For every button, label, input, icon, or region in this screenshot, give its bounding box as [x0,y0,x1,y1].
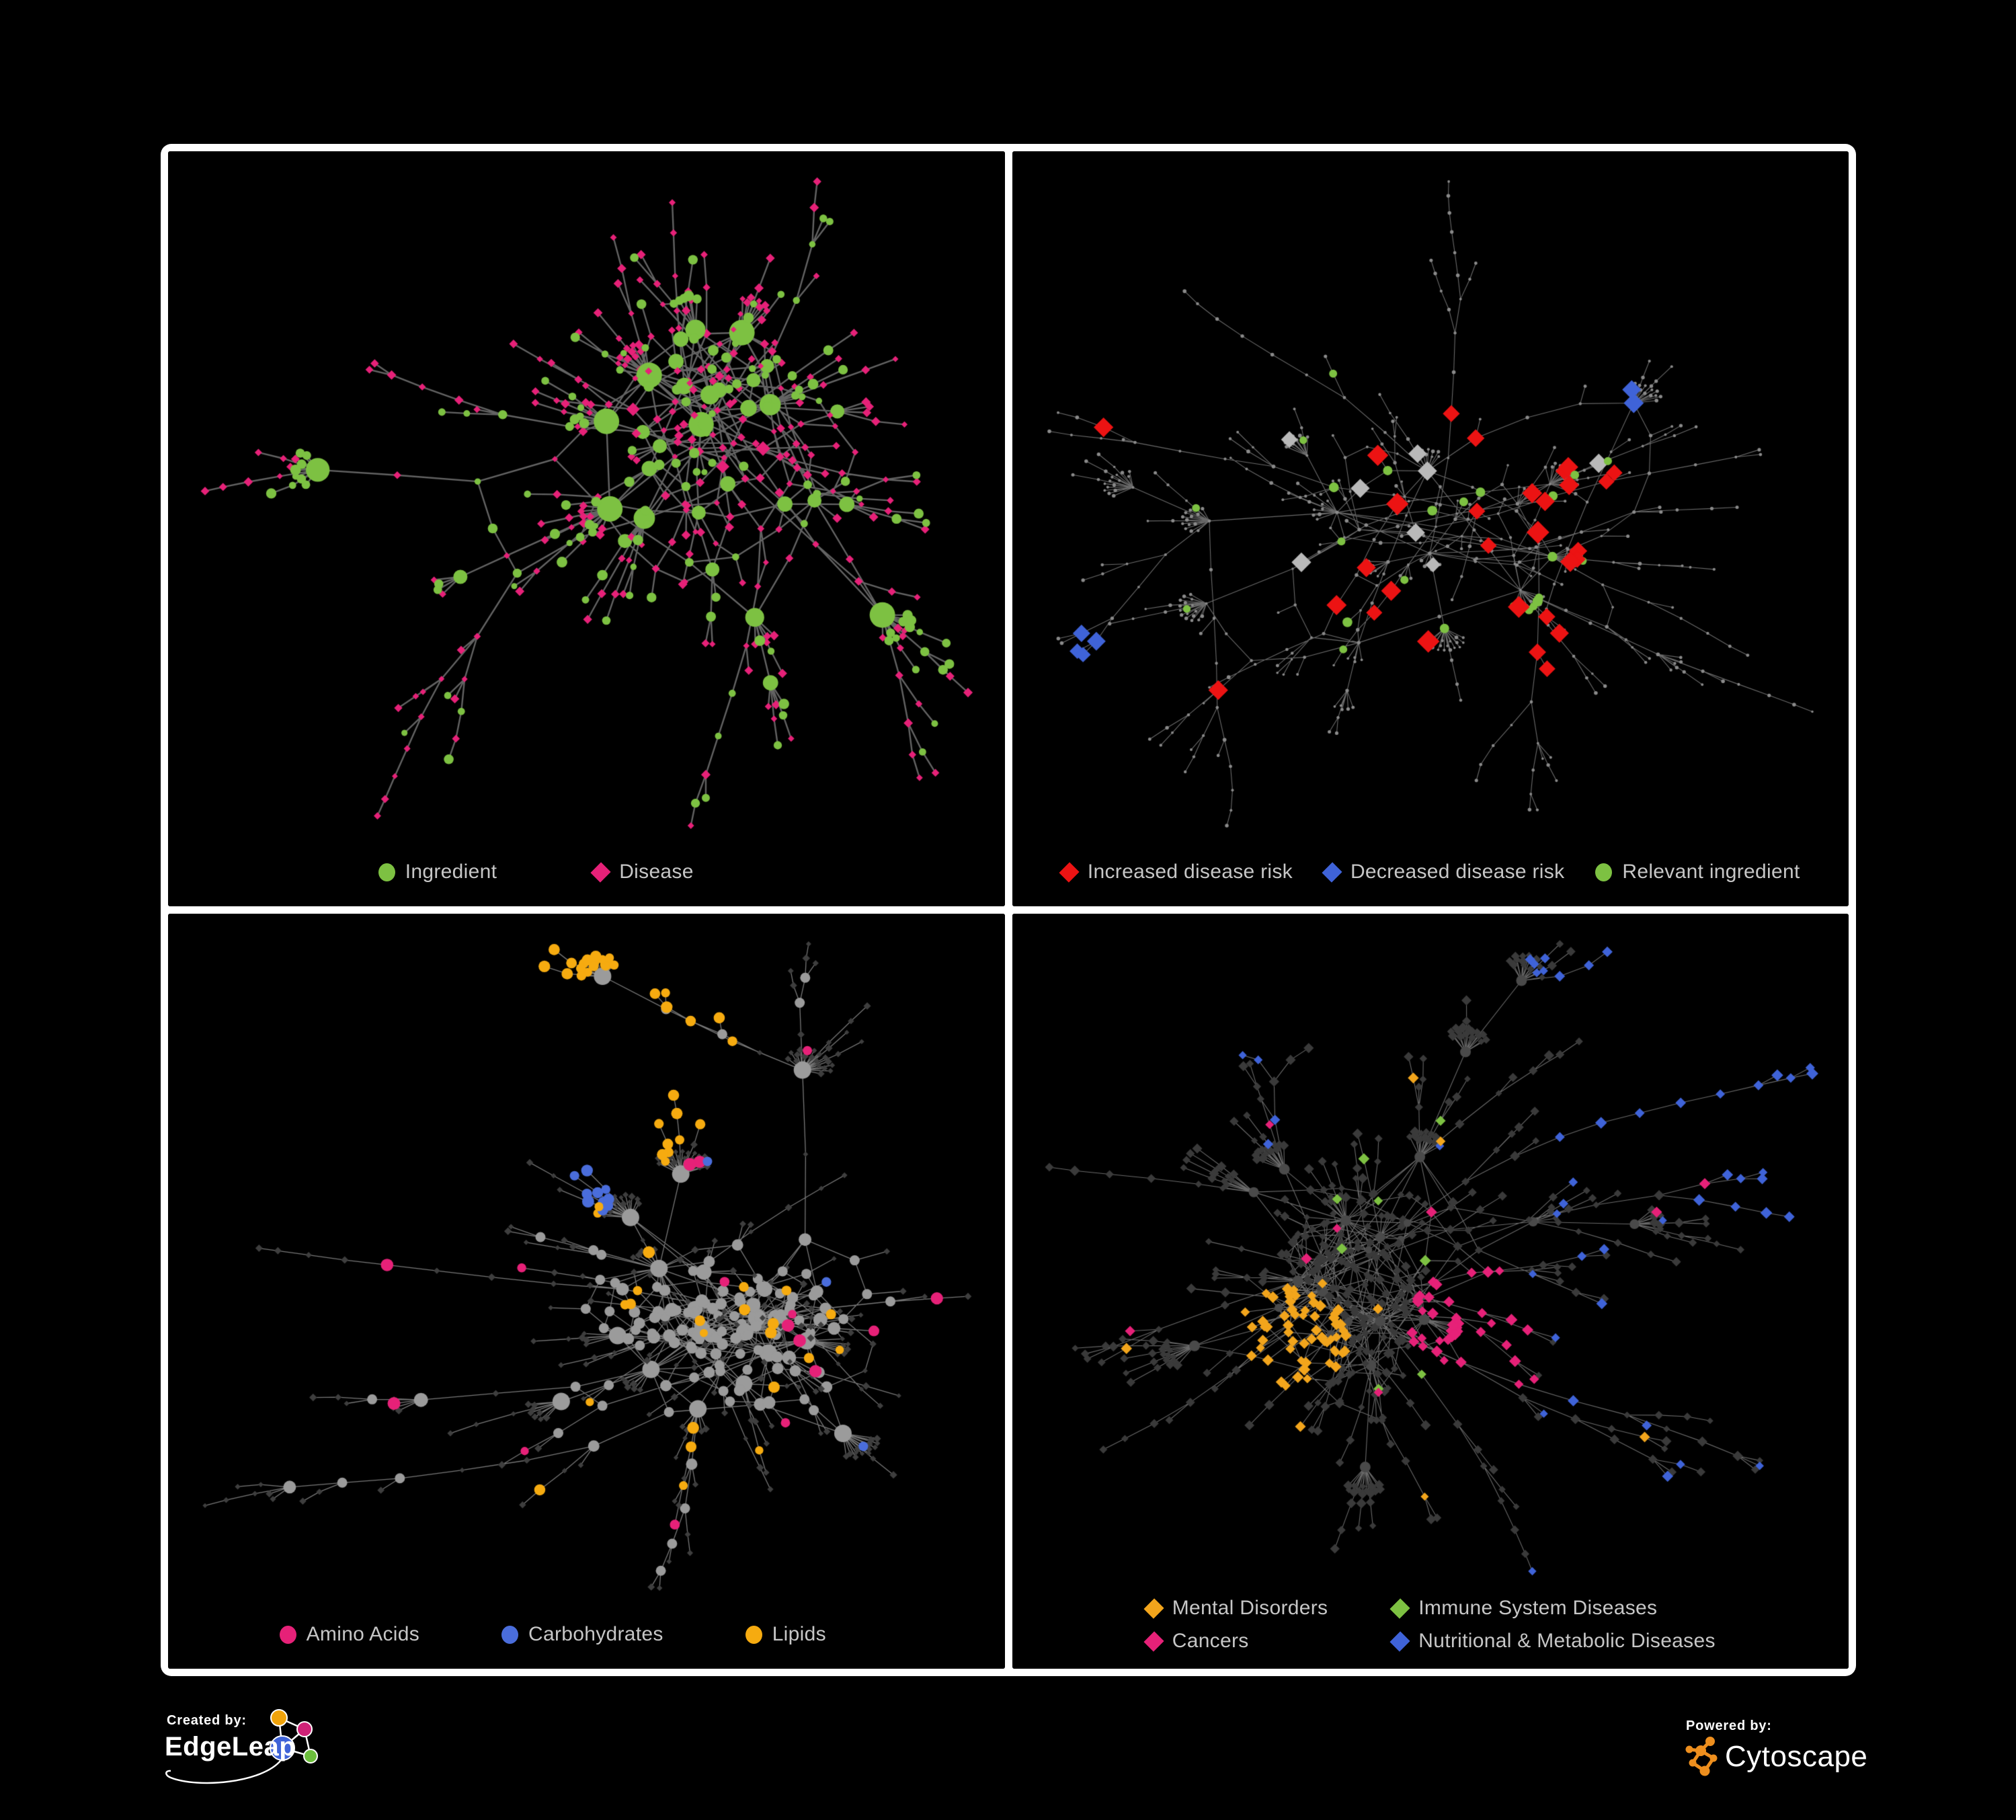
edgeleap-branding: Created by: EdgeLeap [161,1706,363,1801]
legend-item-cancers: Cancers [1143,1630,1328,1653]
disease-symbol-icon [590,861,611,883]
legend-label-disease: Disease [619,861,694,883]
legend-item-nutritional-metabolic-diseases: Nutritional & Metabolic Diseases [1389,1630,1716,1653]
legend-item-carbohydrates: Carbohydrates [501,1623,663,1646]
panel-1-legend: Ingredient Disease [168,861,955,883]
legend-label-lipids: Lipids [772,1623,826,1645]
panel-ingredient-disease-network: Ingredient Disease [168,151,1005,906]
legend-item-lipids: Lipids [745,1623,826,1646]
legend-label-carbohydrates: Carbohydrates [528,1623,663,1645]
ingredient-symbol-icon [378,863,395,881]
relevant-ingredient-symbol-icon [1595,863,1613,881]
nutritional-metabolic-symbol-icon [1389,1630,1410,1652]
carbohydrates-symbol-icon [501,1625,518,1644]
panel-disease-risk-network: Increased disease risk Decreased disease… [1012,151,1849,906]
powered-by-label: Powered by: [1686,1718,1772,1733]
legend-label-increased-risk: Increased disease risk [1087,861,1293,883]
amino-acids-symbol-icon [279,1625,296,1644]
legend-item-disease: Disease [590,861,694,883]
legend-item-immune-system-diseases: Immune System Diseases [1389,1597,1715,1620]
panel-2-legend: Increased disease risk Decreased disease… [1012,861,1849,883]
legend-item-amino-acids: Amino Acids [279,1623,419,1646]
edgeleap-brand-name: EdgeLeap [165,1732,296,1762]
cytoscape-brand-name: Cytoscape [1725,1740,1868,1773]
legend-item-ingredient: Ingredient [378,861,497,883]
increased-risk-symbol-icon [1059,861,1080,883]
legend-label-relevant-ingredient: Relevant ingredient [1622,861,1800,883]
legend-label-amino-acids: Amino Acids [306,1623,419,1645]
panel-disease-category-network: Mental Disorders Immune System Diseases … [1012,914,1849,1669]
legend-label-cancers: Cancers [1172,1630,1249,1652]
legend-item-relevant-ingredient: Relevant ingredient [1595,861,1800,883]
mental-disorders-symbol-icon [1143,1597,1164,1619]
legend-label-ingredient: Ingredient [405,861,497,883]
nutrient-class-network-canvas [168,914,1005,1669]
created-by-label: Created by: [167,1713,247,1728]
legend-label-mental-disorders: Mental Disorders [1172,1597,1328,1619]
panel-nutrient-class-network: Amino Acids Carbohydrates Lipids [168,914,1005,1669]
legend-label-decreased-risk: Decreased disease risk [1350,861,1565,883]
legend-item-mental-disorders: Mental Disorders [1143,1597,1328,1620]
panel-3-legend: Amino Acids Carbohydrates Lipids [168,1623,971,1646]
lipids-symbol-icon [745,1625,762,1644]
legend-item-decreased-disease-risk: Decreased disease risk [1322,861,1565,883]
disease-risk-network-canvas [1012,151,1849,906]
ingredient-disease-network-canvas [168,151,1005,906]
legend-label-nutritional-metabolic: Nutritional & Metabolic Diseases [1418,1630,1716,1652]
cancers-symbol-icon [1143,1630,1164,1652]
panel-4-legend: Mental Disorders Immune System Diseases … [1012,1597,1849,1653]
decreased-risk-symbol-icon [1322,861,1342,883]
cytoscape-branding: Powered by: Cytoscape [1685,1718,1880,1786]
figure-panel-grid: Ingredient Disease Increased disease ris… [161,144,1856,1676]
cytoscape-logo-icon [1685,1737,1718,1776]
legend-item-increased-disease-risk: Increased disease risk [1059,861,1293,883]
legend-label-immune-system-diseases: Immune System Diseases [1418,1597,1658,1619]
immune-system-diseases-symbol-icon [1389,1597,1410,1619]
disease-category-network-canvas [1012,914,1849,1669]
